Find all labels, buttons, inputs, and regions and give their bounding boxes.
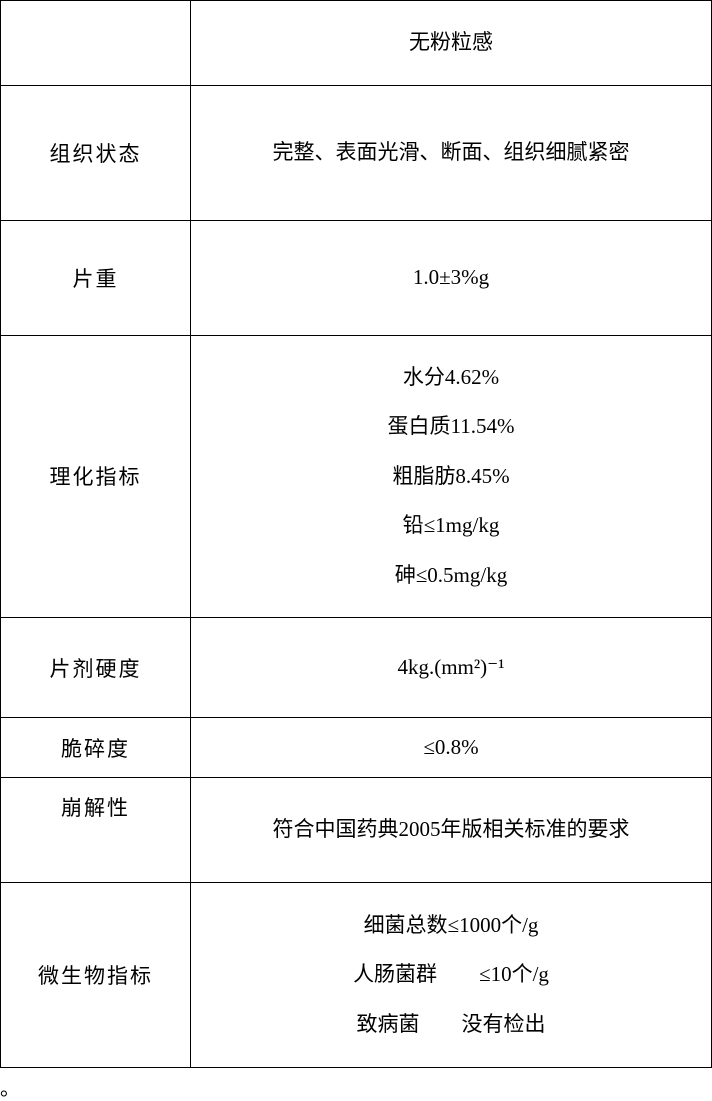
label-cell-microbiology: 微生物指标 [1,883,191,1068]
label-cell-organization: 组织状态 [1,85,191,220]
value-text: 无粉粒感 [203,27,699,59]
table-row: 片重 1.0±3%g [1,220,712,335]
value-text: 蛋白质11.54% [203,411,699,443]
value-text: 粗脂肪8.45% [203,461,699,493]
table-row: 微生物指标 细菌总数≤1000个/g 人肠菌群 ≤10个/g 致病菌 没有检出 [1,883,712,1068]
value-cell-texture: 无粉粒感 [191,1,712,86]
value-text: 1.0±3%g [203,262,699,294]
table-row: 无粉粒感 [1,1,712,86]
label-cell-hardness: 片剂硬度 [1,618,191,718]
value-cell-microbiology: 细菌总数≤1000个/g 人肠菌群 ≤10个/g 致病菌 没有检出 [191,883,712,1068]
value-text: 人肠菌群 ≤10个/g [203,958,699,992]
table-row: 理化指标 水分4.62% 蛋白质11.54% 粗脂肪8.45% 铅≤1mg/kg… [1,335,712,618]
label-cell-empty [1,1,191,86]
table-row: 崩解性 符合中国药典2005年版相关标准的要求 [1,778,712,883]
label-cell-disintegration: 崩解性 [1,778,191,883]
value-cell-physicochemical: 水分4.62% 蛋白质11.54% 粗脂肪8.45% 铅≤1mg/kg 砷≤0.… [191,335,712,618]
table-row: 脆碎度 ≤0.8% [1,718,712,778]
value-cell-weight: 1.0±3%g [191,220,712,335]
value-cell-brittleness: ≤0.8% [191,718,712,778]
value-text: 铅≤1mg/kg [203,510,699,542]
table-row: 组织状态 完整、表面光滑、断面、组织细腻紧密 [1,85,712,220]
value-text: 细菌总数≤1000个/g [203,909,699,943]
value-cell-organization: 完整、表面光滑、断面、组织细腻紧密 [191,85,712,220]
value-text: 致病菌 没有检出 [203,1008,699,1042]
value-text: 符合中国药典2005年版相关标准的要求 [203,814,699,846]
label-cell-brittleness: 脆碎度 [1,718,191,778]
footer-period: 。 [0,1068,712,1101]
spec-table: 无粉粒感 组织状态 完整、表面光滑、断面、组织细腻紧密 片重 1.0±3%g 理… [0,0,712,1068]
label-cell-physicochemical: 理化指标 [1,335,191,618]
value-cell-hardness: 4kg.(mm²)⁻¹ [191,618,712,718]
value-text: 砷≤0.5mg/kg [203,560,699,592]
value-text: ≤0.8% [203,735,699,760]
value-text: 水分4.62% [203,362,699,394]
value-text: 4kg.(mm²)⁻¹ [203,652,699,684]
value-cell-disintegration: 符合中国药典2005年版相关标准的要求 [191,778,712,883]
label-cell-weight: 片重 [1,220,191,335]
table-row: 片剂硬度 4kg.(mm²)⁻¹ [1,618,712,718]
value-text: 完整、表面光滑、断面、组织细腻紧密 [203,137,699,169]
